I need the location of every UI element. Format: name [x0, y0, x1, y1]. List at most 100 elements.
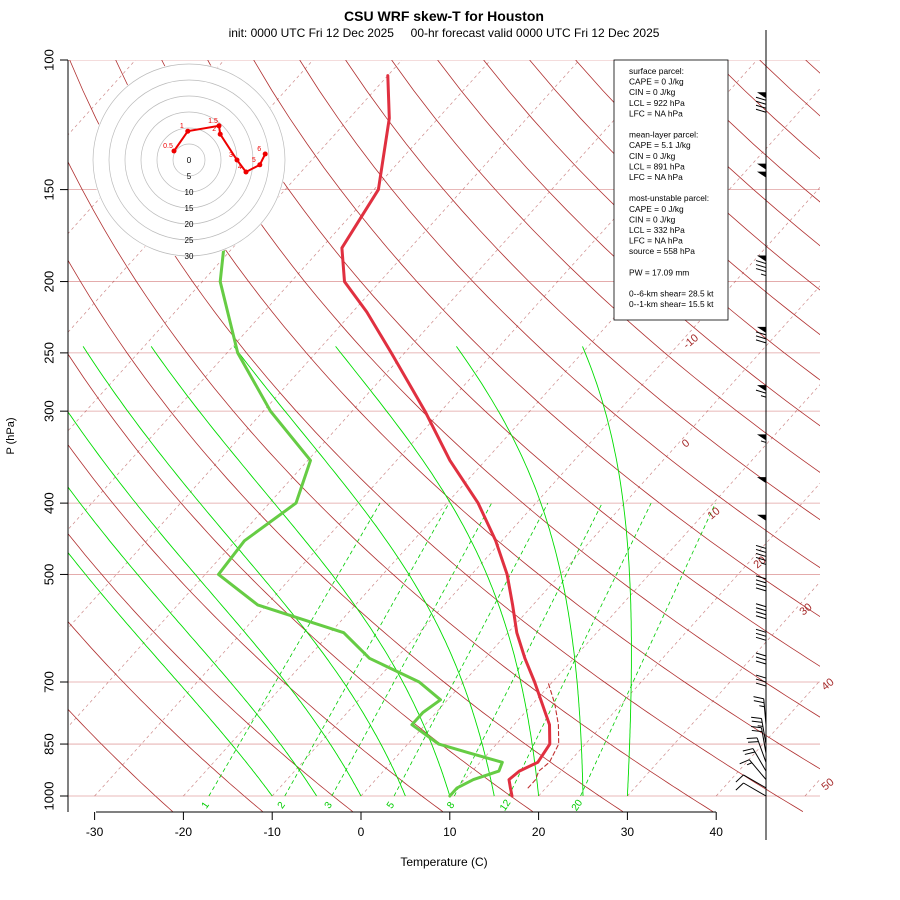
hodograph-point — [257, 162, 263, 168]
info-line: CAPE = 0 J/kg — [629, 77, 684, 87]
wind-barb — [746, 737, 767, 763]
moist-adiabat — [68, 486, 317, 797]
dry-adiabat — [68, 708, 173, 812]
dry-adiabat — [68, 259, 624, 812]
wind-barb — [757, 434, 767, 461]
hodograph-trace — [173, 124, 267, 174]
hodograph-point — [216, 123, 222, 129]
info-line: LFC = NA hPa — [629, 236, 683, 246]
isotherm-label: 0 — [680, 437, 692, 450]
dry-adiabat — [68, 353, 533, 812]
info-line: CAPE = 5.1 J/kg — [629, 140, 691, 150]
x-tick-label: 10 — [443, 825, 457, 839]
info-line: CIN = 0 J/kg — [629, 214, 676, 224]
dry-adiabat — [299, 60, 820, 569]
wind-barb — [755, 92, 767, 119]
x-tick-label: 0 — [358, 825, 365, 839]
hodograph-point-label: 4 — [238, 164, 242, 171]
hodograph-ring — [156, 127, 222, 193]
info-line: surface parcel: — [629, 66, 684, 76]
wind-barb — [755, 544, 767, 575]
dry-adiabat — [852, 60, 900, 812]
mixing-ratio-label: 20 — [570, 797, 586, 813]
hodograph-point-label: 2 — [212, 126, 216, 133]
y-axis-label: P (hPa) — [5, 417, 17, 454]
hodograph-point-label: 0.5 — [163, 143, 173, 150]
dry-adiabat — [161, 60, 820, 718]
wind-barb — [753, 696, 767, 725]
mixing-ratio-line — [580, 502, 716, 797]
hodograph-ring — [108, 79, 270, 241]
x-tick-label: 40 — [710, 825, 724, 839]
y-tick-label: 150 — [41, 179, 56, 201]
moist-adiabat — [335, 346, 540, 797]
mixing-ratio-label: 8 — [445, 800, 457, 811]
x-axis-label: Temperature (C) — [400, 855, 487, 869]
dry-adiabat — [437, 60, 820, 427]
isotherm-line — [68, 60, 580, 629]
wind-barb — [757, 163, 767, 190]
moist-adiabat — [150, 346, 451, 797]
moist-adiabat — [582, 346, 632, 797]
dry-adiabat — [483, 60, 820, 381]
wind-barb — [757, 514, 767, 541]
mixing-ratio-line — [508, 502, 652, 797]
info-line: mean-layer parcel: — [629, 130, 698, 140]
hodograph-point-label: 1 — [180, 123, 184, 130]
wind-barb — [751, 725, 767, 754]
moist-adiabat — [456, 346, 584, 796]
hodograph-ring-label: 5 — [187, 172, 192, 181]
dry-adiabat — [207, 60, 820, 667]
wind-barb — [735, 782, 767, 797]
wind-barb — [755, 652, 767, 682]
x-tick-label: 30 — [621, 825, 635, 839]
wind-barb — [755, 603, 767, 633]
info-line: 0--6-km shear= 28.5 kt — [629, 289, 714, 299]
info-line: LCL = 922 hPa — [629, 98, 685, 108]
hodograph-ring-label: 25 — [185, 236, 194, 245]
x-tick-label: -10 — [264, 825, 282, 839]
x-tick-label: -20 — [175, 825, 193, 839]
hodograph-point-label: 1.5 — [208, 118, 218, 125]
mixing-ratio-label: 1 — [200, 800, 212, 811]
info-line: most-unstable parcel: — [629, 193, 709, 203]
moist-adiabat — [233, 346, 495, 797]
y-tick-label: 250 — [41, 342, 56, 364]
info-line: CAPE = 0 J/kg — [629, 204, 684, 214]
y-tick-label: 1000 — [41, 782, 56, 811]
temperature-trace — [340, 74, 552, 798]
moist-adiabat — [68, 411, 362, 797]
hodograph-ring-label: 20 — [185, 220, 194, 229]
y-tick-label: 500 — [41, 564, 56, 586]
wind-barb — [735, 774, 767, 789]
hodograph-point — [185, 128, 191, 134]
info-line: source = 558 hPa — [629, 246, 695, 256]
isotherm-line — [894, 60, 900, 796]
dry-adiabat — [68, 444, 443, 812]
info-line: CIN = 0 J/kg — [629, 87, 676, 97]
mixing-ratio-label: 12 — [498, 797, 514, 813]
info-line: LCL = 891 hPa — [629, 161, 685, 171]
dry-adiabat — [115, 60, 820, 770]
x-tick-label: 20 — [532, 825, 546, 839]
info-line: LCL = 332 hPa — [629, 225, 685, 235]
hodograph-ring — [172, 143, 206, 177]
dry-adiabat — [68, 533, 353, 812]
hodograph-background — [92, 63, 286, 257]
dry-adiabat — [391, 60, 820, 473]
x-tick-label: -30 — [86, 825, 104, 839]
y-tick-label: 200 — [41, 271, 56, 293]
hodograph-point-label: 6 — [257, 146, 261, 153]
wind-barb — [757, 477, 767, 504]
isotherm-line — [715, 680, 820, 797]
wind-barb — [755, 674, 767, 705]
hodograph-ring-label: 30 — [185, 252, 194, 261]
y-tick-label: 300 — [41, 400, 56, 422]
dry-adiabat — [68, 160, 714, 812]
y-tick-label: 700 — [41, 671, 56, 693]
hodograph-point-label: 5 — [252, 157, 256, 164]
dry-adiabat — [805, 60, 820, 74]
mixing-ratio-line — [284, 502, 450, 797]
wind-barb — [755, 255, 767, 282]
